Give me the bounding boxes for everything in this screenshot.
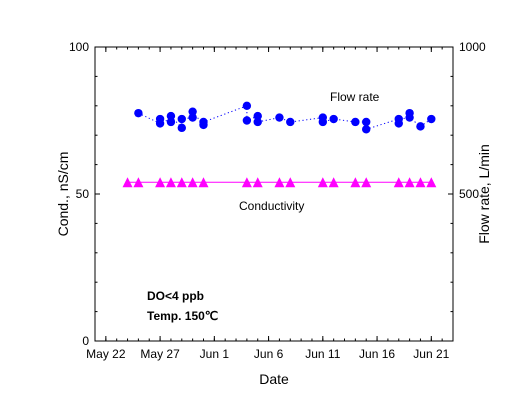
conductivity-point — [133, 177, 144, 188]
flow-rate-point — [166, 117, 176, 127]
x-axis-title: Date — [259, 371, 289, 387]
flow-rate-point — [166, 111, 176, 121]
series-label-conductivity: Conductivity — [239, 199, 304, 213]
conductivity-point — [350, 177, 361, 188]
flow-rate-point — [329, 114, 338, 124]
x-axis-ticks: May 22 May 27 Jun 1 Jun 6 Jun 11 Jun 16 Jun 21 — [86, 47, 454, 361]
conductivity-point — [122, 177, 133, 188]
flow-rate-point — [351, 117, 360, 127]
x-tick-label: Jun 1 — [200, 347, 230, 361]
flow-rate-point — [427, 114, 436, 124]
conductivity-point — [198, 177, 209, 188]
conductivity-point — [404, 177, 415, 188]
flow-rate-point — [199, 117, 208, 127]
flow-rate-point — [155, 114, 165, 124]
x-tick-label: Jun 11 — [305, 347, 340, 361]
series-label-flow-rate: Flow rate — [330, 90, 380, 104]
flow-rate-point — [253, 117, 262, 127]
flow-rate-point — [362, 125, 371, 134]
conductivity-point — [415, 177, 426, 188]
flow-rate-point — [394, 119, 403, 128]
flow-rate-point — [188, 107, 197, 116]
conductivity-point — [285, 177, 296, 188]
conductivity-point — [361, 177, 372, 188]
conductivity-point — [317, 177, 328, 188]
left-y-tick-label: 0 — [82, 334, 89, 348]
conductivity-point — [155, 177, 166, 188]
flow-rate-point — [362, 117, 371, 127]
flow-rate-point — [405, 113, 414, 122]
flow-rate-point — [242, 116, 252, 125]
left-y-tick-label: 100 — [69, 40, 89, 54]
x-tick-label: May 22 — [86, 347, 126, 361]
flow-rate-point — [177, 114, 186, 124]
right-y-axis-title: Flow rate, L/min — [476, 144, 492, 244]
flow-rate-point — [275, 113, 284, 122]
flow-rate-point — [416, 122, 425, 131]
conductivity-point — [426, 177, 437, 188]
conductivity-point — [165, 177, 176, 188]
x-tick-label: May 27 — [140, 347, 180, 361]
x-tick-label: Jun 6 — [254, 347, 284, 361]
flow-rate-point — [134, 108, 143, 118]
conductivity-point — [176, 177, 187, 188]
conductivity-point — [252, 177, 263, 188]
conductivity-point — [241, 177, 252, 188]
right-y-axis-ticks: 500 1000 — [448, 40, 486, 342]
conductivity-point — [393, 177, 404, 188]
annotation-temp: Temp. 150℃ — [147, 309, 218, 323]
x-tick-label: Jun 16 — [359, 347, 395, 361]
left-y-axis-ticks: 0 50 100 — [69, 40, 100, 348]
series-layer — [122, 101, 437, 188]
conductivity-point — [328, 177, 339, 188]
flow-rate-point — [318, 117, 328, 127]
right-y-tick-label: 500 — [459, 187, 479, 201]
left-y-tick-label: 50 — [76, 187, 90, 201]
annotation-do: DO<4 ppb — [147, 289, 204, 303]
conductivity-point — [274, 177, 285, 188]
flow-rate-point — [286, 117, 295, 127]
left-y-axis-title: Cond., nS/cm — [55, 152, 71, 237]
flow-rate-point — [253, 111, 262, 121]
flow-rate-point — [188, 113, 197, 122]
x-tick-label: Jun 21 — [413, 347, 449, 361]
flow-rate-point — [177, 123, 186, 133]
flow-rate-point — [242, 101, 252, 111]
right-y-tick-label: 1000 — [459, 40, 486, 54]
conductivity-point — [187, 177, 198, 188]
